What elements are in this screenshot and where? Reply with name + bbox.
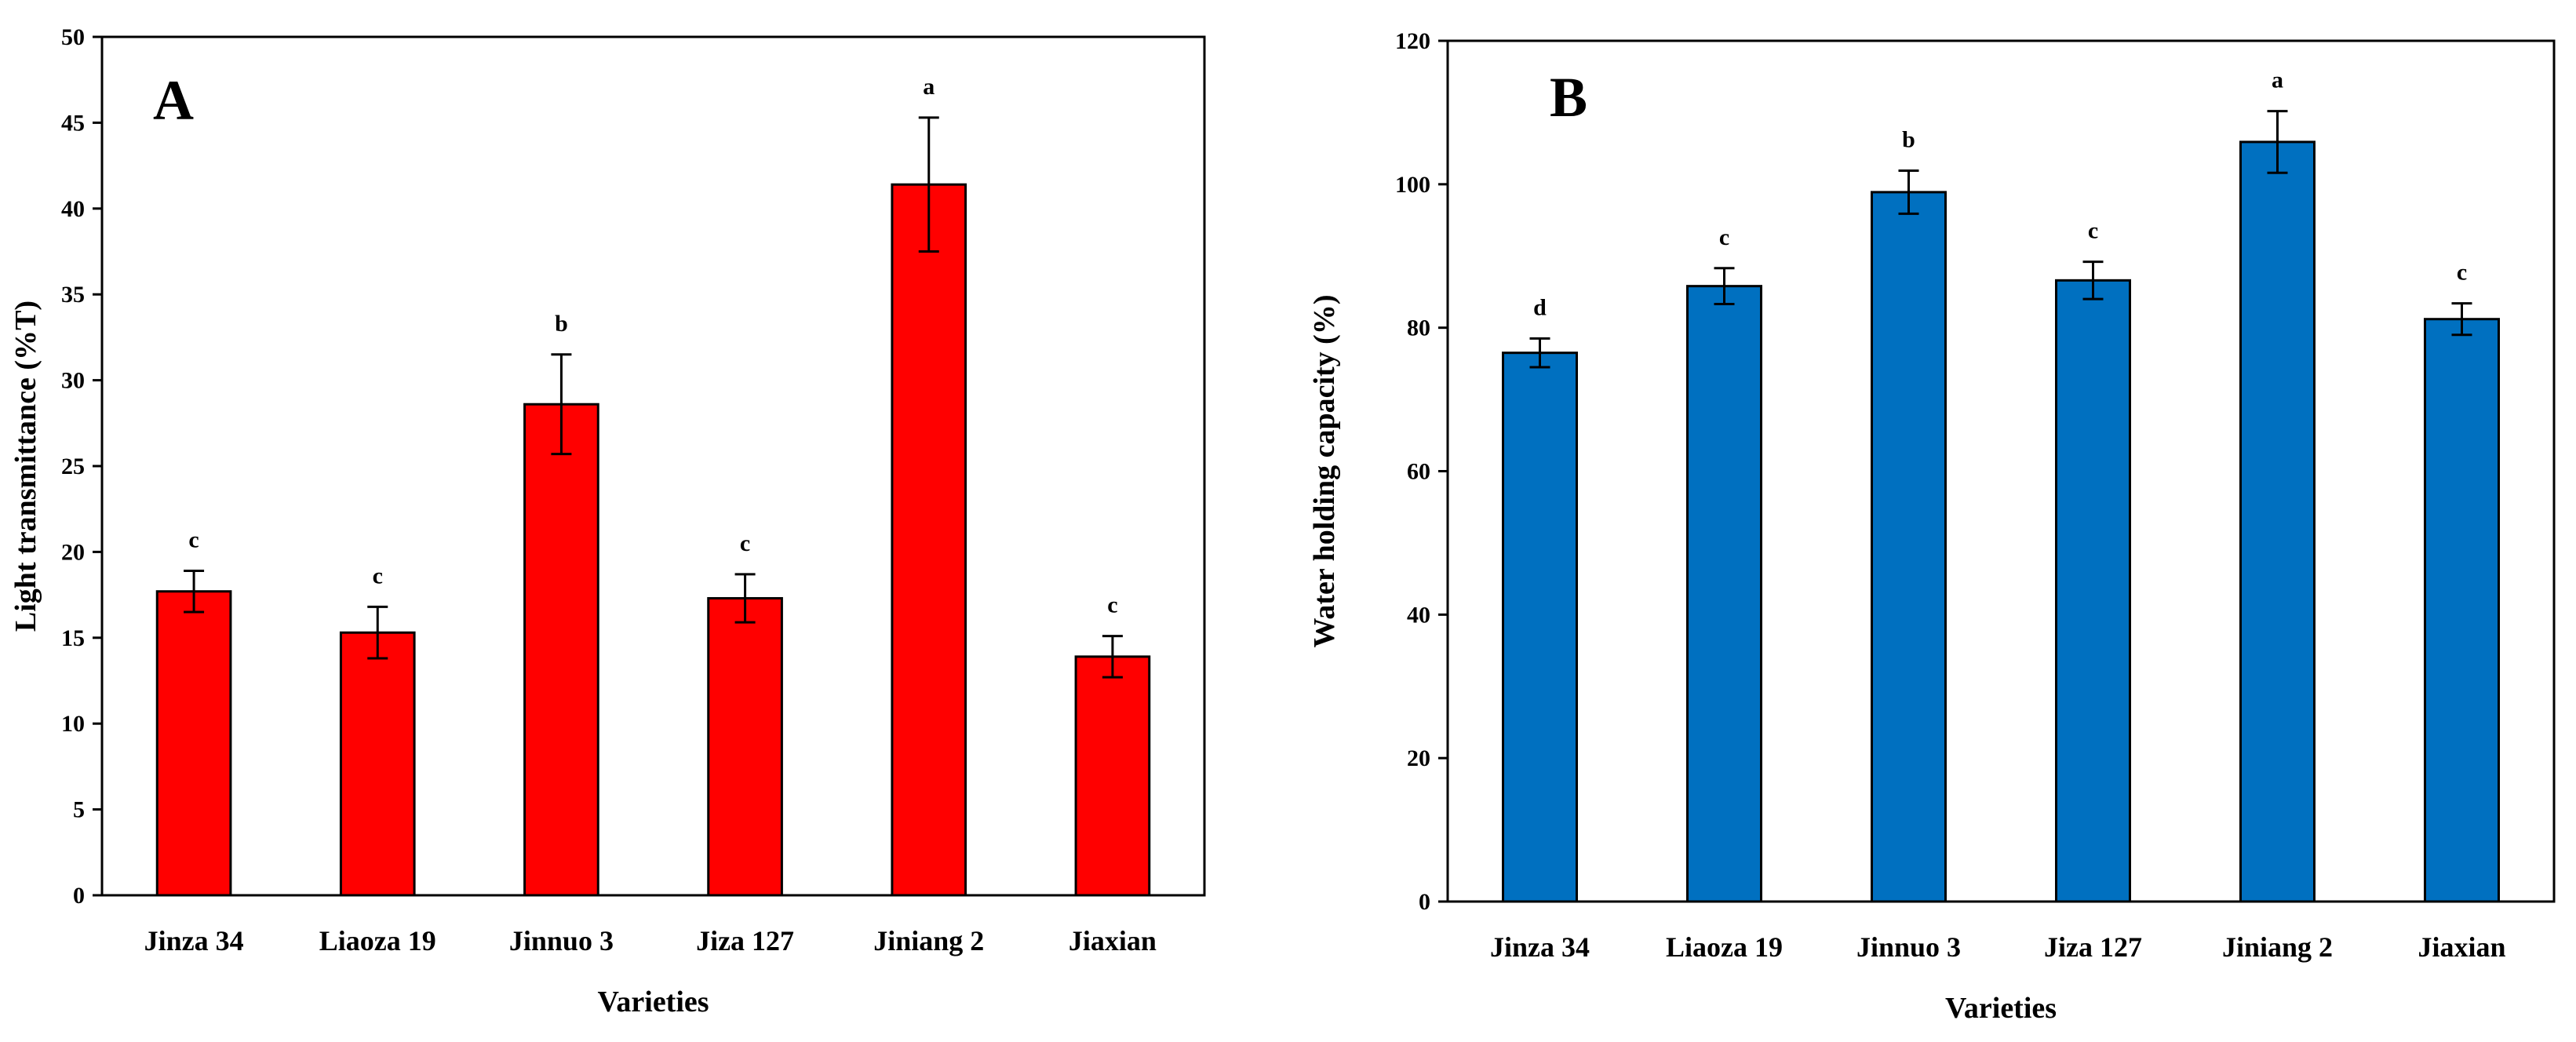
panel-b-y-tick-label: 40 xyxy=(1407,602,1430,628)
panel-b-significance-letter: a xyxy=(2272,67,2283,93)
panel-b-significance-letter: c xyxy=(2457,260,2467,286)
panel-b-significance-letter: d xyxy=(1533,294,1547,320)
panel-b-y-tick-label: 20 xyxy=(1407,745,1430,771)
chart-panel-b: 0 20 40 60 80 100 120 d Jinza 34 c Liaoza 19 b Jinnu… xyxy=(1308,28,2556,1025)
panel-a-bar xyxy=(707,596,783,897)
panel-a-x-tick-label: Jiaxian xyxy=(1069,925,1157,956)
panel-a-significance-letter: c xyxy=(740,530,750,556)
panel-b-x-tick-label: Jiza 127 xyxy=(2044,931,2142,963)
panel-a-bar xyxy=(155,590,232,897)
panel-a-bar xyxy=(339,631,416,897)
panel-b-bar xyxy=(2239,140,2315,903)
panel-b-plot-frame xyxy=(1446,39,2556,903)
panel-a-y-tick-label: 45 xyxy=(61,110,85,136)
panel-b-significance-letter: b xyxy=(1902,126,1915,152)
panel-b-y-tick-label: 100 xyxy=(1395,172,1430,198)
panel-a-x-tick-label: Jiniang 2 xyxy=(873,925,984,956)
panel-b-x-tick-label: Jiaxian xyxy=(2418,931,2505,963)
panel-b-y-axis-title: Water holding capacity (%) xyxy=(1308,294,1341,647)
panel-b-x-axis-title: Varieties xyxy=(1945,992,2057,1025)
panel-a-significance-letter: c xyxy=(188,526,199,552)
panel-b-bar xyxy=(1686,285,1762,903)
panel-b-bar xyxy=(1502,352,1578,903)
panel-a-y-tick-label: 40 xyxy=(61,196,85,222)
panel-a-significance-letter: c xyxy=(373,563,383,588)
panel-b-panel-letter: B xyxy=(1550,66,1587,129)
panel-b-y-tick-label: 60 xyxy=(1407,459,1430,485)
panel-b-y-tick-label: 0 xyxy=(1419,889,1430,915)
panel-a-x-axis-title: Varieties xyxy=(597,986,709,1018)
panel-a-x-tick-label: Jinnuo 3 xyxy=(509,925,614,956)
panel-b-x-tick-label: Liaoza 19 xyxy=(1666,931,1783,963)
panel-a-panel-letter: A xyxy=(153,69,194,132)
panel-a-y-tick-label: 35 xyxy=(61,282,85,308)
panel-a-y-tick-label: 30 xyxy=(61,368,85,394)
panel-b-bar xyxy=(2424,318,2500,903)
panel-a-x-tick-label: Jinza 34 xyxy=(144,925,244,956)
panel-a-x-tick-label: Liaoza 19 xyxy=(319,925,436,956)
panel-b-x-tick-label: Jiniang 2 xyxy=(2222,931,2333,963)
panel-b-bar xyxy=(2055,279,2131,903)
panel-a-y-tick-label: 5 xyxy=(73,797,85,823)
panel-b-significance-letter: c xyxy=(1719,224,1729,250)
panel-a-y-tick-label: 25 xyxy=(61,454,85,479)
panel-b-x-tick-label: Jinnuo 3 xyxy=(1856,931,1961,963)
panel-a-y-tick-label: 20 xyxy=(61,539,85,565)
panel-b-bar xyxy=(1871,191,1947,903)
panel-a-y-tick-label: 10 xyxy=(61,711,85,737)
panel-a-y-tick-label: 0 xyxy=(73,883,85,909)
panel-a-bar xyxy=(1074,655,1151,897)
panel-a-y-tick-label: 50 xyxy=(61,24,85,50)
panel-a-x-tick-label: Jiza 127 xyxy=(696,925,794,956)
panel-a-significance-letter: b xyxy=(555,311,568,337)
panel-b-significance-letter: c xyxy=(2088,218,2098,244)
panel-a-bar xyxy=(523,403,599,897)
panel-a-bar xyxy=(891,183,967,897)
panel-a-y-axis-title: Light transmittance (%T) xyxy=(9,301,42,632)
panel-b-y-tick-label: 80 xyxy=(1407,315,1430,341)
panel-a-significance-letter: a xyxy=(923,74,935,100)
panel-b-y-tick-label: 120 xyxy=(1395,28,1430,54)
chart-panel-a: 0 5 10 15 20 25 30 35 40 45 50 c Jinza 34 c Liaoza 19 b… xyxy=(9,24,1206,1018)
panel-a-y-tick-label: 15 xyxy=(61,625,85,651)
panel-a-plot-frame xyxy=(100,35,1206,897)
panel-a-significance-letter: c xyxy=(1107,592,1117,618)
panel-b-x-tick-label: Jinza 34 xyxy=(1490,931,1590,963)
